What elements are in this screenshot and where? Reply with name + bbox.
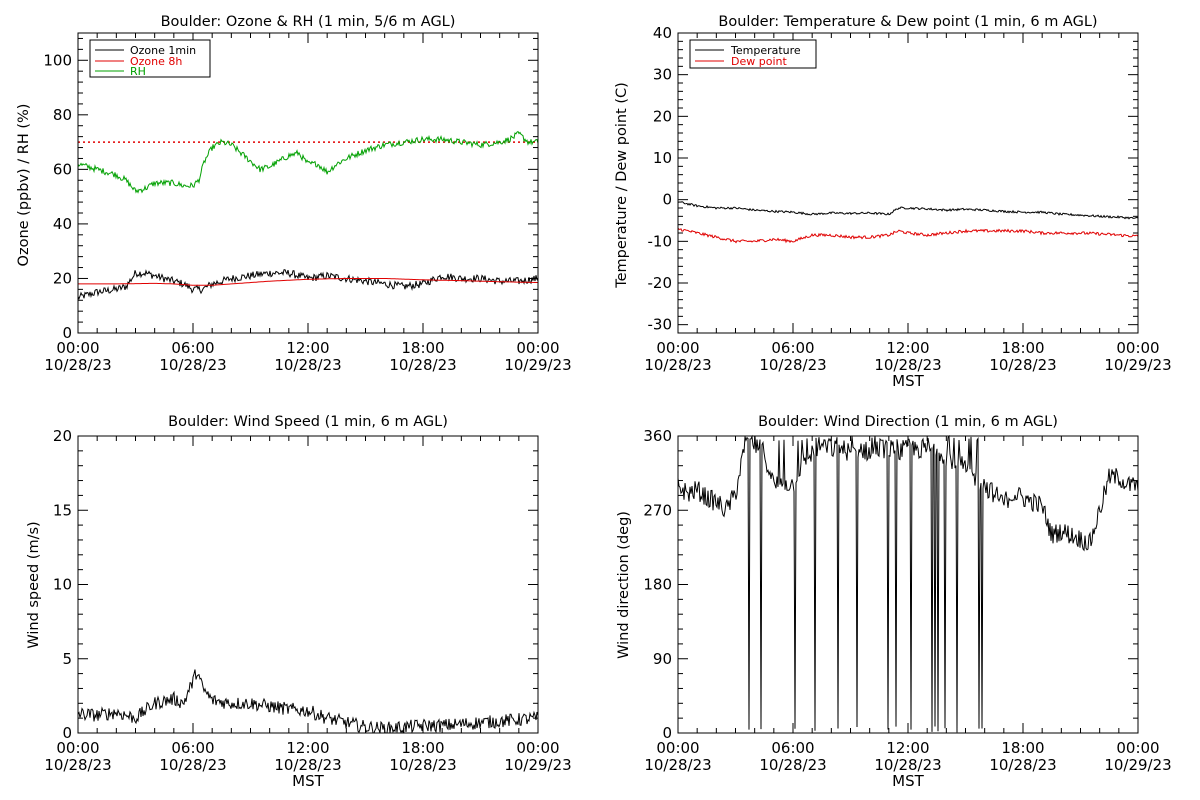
x-tick-label-time: 00:00 — [656, 339, 699, 357]
x-tick-label-time: 00:00 — [1116, 739, 1159, 757]
x-tick-label-time: 00:00 — [56, 339, 99, 357]
x-tick-label-time: 18:00 — [1001, 739, 1044, 757]
y-tick-label-temperature: -20 — [648, 274, 673, 292]
y-tick-label-wind-speed: 15 — [53, 501, 72, 519]
x-tick-label-date: 10/29/23 — [504, 356, 571, 374]
y-tick-label-temperature: 20 — [653, 107, 672, 125]
x-tick-label-date: 10/28/23 — [759, 356, 826, 374]
y-tick-label-ozone-rh: 0 — [62, 324, 72, 342]
x-tick-label-time: 12:00 — [286, 339, 329, 357]
panel-wind-direction: Boulder: Wind Direction (1 min, 6 m AGL)… — [616, 414, 1172, 790]
series-line-temperature-0 — [677, 201, 1139, 220]
legend-label-temperature: Temperature — [730, 44, 801, 57]
x-tick-label-time: 12:00 — [286, 739, 329, 757]
y-tick-label-wind-direction: 270 — [643, 501, 672, 519]
x-tick-label-time: 00:00 — [516, 339, 559, 357]
x-tick-label-time: 00:00 — [516, 739, 559, 757]
x-tick-label-date: 10/28/23 — [874, 756, 941, 774]
x-tick-label-time: 06:00 — [171, 739, 214, 757]
y-tick-label-wind-speed: 10 — [53, 576, 72, 594]
x-tick-label-date: 10/28/23 — [389, 356, 456, 374]
x-tick-label-time: 12:00 — [886, 339, 929, 357]
legend-temperature: Temperature Dew point — [689, 39, 817, 69]
x-axis-label-wind-speed: MST — [292, 772, 324, 790]
y-tick-label-ozone-rh: 20 — [53, 269, 72, 287]
panel-ozone-rh: Boulder: Ozone & RH (1 min, 5/6 m AGL) O… — [16, 14, 572, 374]
x-tick-label-time: 00:00 — [656, 739, 699, 757]
x-tick-label-time: 12:00 — [886, 739, 929, 757]
x-tick-label-date: 10/28/23 — [159, 756, 226, 774]
x-axis-label-temperature: MST — [892, 372, 924, 390]
x-tick-label-date: 10/28/23 — [274, 356, 341, 374]
x-tick-label-time: 06:00 — [771, 739, 814, 757]
x-tick-label-time: 06:00 — [771, 339, 814, 357]
y-tick-label-wind-direction: 0 — [662, 724, 672, 742]
series-line-wind-speed-0 — [77, 669, 539, 734]
x-tick-label-time: 06:00 — [171, 339, 214, 357]
y-tick-label-temperature: 30 — [653, 66, 672, 84]
x-tick-label-date: 10/29/23 — [504, 756, 571, 774]
series-line-ozone-rh-1 — [78, 278, 538, 286]
series-line-temperature-1 — [677, 227, 1139, 244]
panel-title-wind-speed: Boulder: Wind Speed (1 min, 6 m AGL) — [168, 414, 448, 430]
x-tick-label-time: 00:00 — [56, 739, 99, 757]
y-tick-label-temperature: 10 — [653, 149, 672, 167]
x-tick-label-date: 10/28/23 — [389, 756, 456, 774]
x-tick-label-time: 00:00 — [1116, 339, 1159, 357]
y-tick-label-wind-direction: 360 — [643, 427, 672, 445]
x-tick-label-date: 10/28/23 — [989, 756, 1056, 774]
panel-title-ozone-rh: Boulder: Ozone & RH (1 min, 5/6 m AGL) — [161, 14, 456, 30]
legend-label-dewpoint: Dew point — [731, 55, 787, 68]
x-tick-label-date: 10/28/23 — [44, 756, 111, 774]
legend-label-ozone-8h: Ozone 8h — [130, 55, 182, 68]
y-tick-label-wind-direction: 90 — [653, 650, 672, 668]
y-axis-label-wind-speed: Wind speed (m/s) — [26, 521, 42, 648]
series-line-ozone-rh-0 — [77, 269, 539, 301]
y-axis-label-temperature: Temperature / Dew point (C) — [614, 82, 630, 289]
x-tick-label-date: 10/28/23 — [274, 756, 341, 774]
x-tick-label-date: 10/29/23 — [1104, 356, 1171, 374]
x-tick-label-time: 18:00 — [401, 339, 444, 357]
y-tick-label-temperature: 40 — [653, 24, 672, 42]
x-tick-label-date: 10/28/23 — [159, 356, 226, 374]
x-tick-label-date: 10/28/23 — [44, 356, 111, 374]
x-axis-label-wind-direction: MST — [892, 772, 924, 790]
x-tick-label-date: 10/28/23 — [644, 356, 711, 374]
x-tick-label-time: 18:00 — [401, 739, 444, 757]
x-tick-label-time: 18:00 — [1001, 339, 1044, 357]
y-axis-label-wind-direction: Wind direction (deg) — [616, 511, 632, 659]
panel-temperature-dewpoint: Boulder: Temperature & Dew point (1 min,… — [614, 14, 1172, 390]
panel-title-temperature: Boulder: Temperature & Dew point (1 min,… — [718, 14, 1097, 30]
y-tick-label-temperature: -30 — [648, 316, 673, 334]
y-tick-label-wind-direction: 180 — [643, 576, 672, 594]
x-tick-label-date: 10/28/23 — [644, 756, 711, 774]
y-tick-label-wind-speed: 5 — [62, 650, 72, 668]
x-tick-label-date: 10/28/23 — [759, 756, 826, 774]
panel-title-wind-direction: Boulder: Wind Direction (1 min, 6 m AGL) — [758, 414, 1058, 430]
y-axis-label-ozone-rh: Ozone (ppbv) / RH (%) — [16, 104, 32, 267]
legend-box — [689, 39, 817, 69]
x-tick-label-date: 10/28/23 — [874, 356, 941, 374]
panel-wind-speed: Boulder: Wind Speed (1 min, 6 m AGL) Win… — [26, 414, 572, 790]
y-tick-label-temperature: -10 — [648, 232, 673, 250]
legend-label-ozone-1min: Ozone 1min — [130, 44, 196, 57]
legend-label-rh: RH — [130, 65, 146, 78]
y-tick-label-temperature: 0 — [662, 191, 672, 209]
series-line-ozone-rh-2 — [77, 130, 539, 194]
x-tick-label-date: 10/29/23 — [1104, 756, 1171, 774]
y-tick-label-ozone-rh: 60 — [53, 160, 72, 178]
y-tick-label-wind-speed: 20 — [53, 427, 72, 445]
y-tick-label-ozone-rh: 40 — [53, 215, 72, 233]
y-tick-label-wind-speed: 0 — [62, 724, 72, 742]
y-tick-label-ozone-rh: 80 — [53, 106, 72, 124]
x-tick-label-date: 10/28/23 — [989, 356, 1056, 374]
y-tick-label-ozone-rh: 100 — [43, 51, 72, 69]
legend-ozone-rh: Ozone 1min Ozone 8h RH — [89, 39, 211, 78]
